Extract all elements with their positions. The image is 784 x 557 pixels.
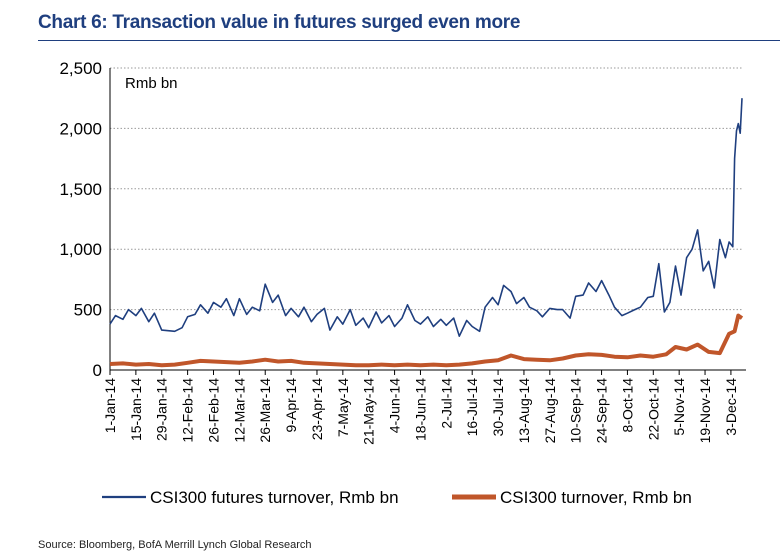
x-tick-label: 8-Oct-14 [619, 378, 635, 433]
source-note: Source: Bloomberg, BofA Merrill Lynch Gl… [38, 539, 312, 551]
x-tick-label: 30-Jul-14 [490, 378, 506, 437]
x-tick-label: 3-Dec-14 [723, 378, 739, 436]
x-axis: 1-Jan-14 15-Jan-14 29-Jan-14 12-Feb-14 26-Fe… [102, 68, 746, 445]
x-tick-label: 29-Jan-14 [154, 378, 170, 441]
x-tick-label: 16-Jul-14 [464, 378, 480, 437]
legend: CSI300 futures turnover, Rmb bn CSI300 tu… [102, 488, 692, 507]
series-lines [109, 98, 744, 368]
x-tick-label: 12-Mar-14 [231, 378, 247, 443]
chart-title: Chart 6: Transaction value in futures su… [38, 12, 521, 33]
title-underline [38, 40, 780, 41]
y-tick-label: 2,000 [59, 119, 102, 138]
y-tick-label: 500 [74, 301, 102, 320]
x-tick-label: 12-Feb-14 [180, 378, 196, 443]
x-tick-label: 19-Nov-14 [697, 378, 713, 444]
y-tick-label: 2,500 [59, 59, 102, 78]
y-tick-label: 0 [93, 361, 102, 380]
x-tick-label: 27-Aug-14 [542, 378, 558, 444]
x-tick-label: 23-Apr-14 [309, 378, 325, 440]
x-tick-label: 24-Sep-14 [594, 378, 610, 444]
legend-label: CSI300 turnover, Rmb bn [500, 488, 692, 507]
cash-turnover-line [109, 313, 744, 368]
futures-turnover-line [109, 98, 743, 337]
y-tick-label: 1,000 [59, 240, 102, 259]
y-axis-ticks: 0 500 1,000 1,500 2,000 2,500 [59, 59, 102, 380]
unit-label: Rmb bn [125, 75, 178, 92]
legend-label: CSI300 futures turnover, Rmb bn [150, 488, 399, 507]
x-tick-label: 15-Jan-14 [128, 378, 144, 441]
x-tick-label: 10-Sep-14 [568, 378, 584, 444]
x-tick-label: 7-May-14 [335, 378, 351, 437]
x-tick-label: 26-Mar-14 [257, 378, 273, 443]
x-tick-label: 22-Oct-14 [645, 378, 661, 440]
x-tick-label: 5-Nov-14 [671, 378, 687, 436]
x-tick-label: 9-Apr-14 [283, 378, 299, 433]
x-tick-label: 13-Aug-14 [516, 378, 532, 444]
x-tick-label: 18-Jun-14 [412, 378, 428, 441]
gridlines [110, 67, 742, 311]
x-tick-label: 4-Jun-14 [387, 378, 403, 433]
x-tick-label: 21-May-14 [361, 378, 377, 445]
x-tick-label: 1-Jan-14 [102, 378, 118, 433]
x-tick-label: 2-Jul-14 [438, 378, 454, 429]
x-tick-label: 26-Feb-14 [205, 378, 221, 443]
y-tick-label: 1,500 [59, 180, 102, 199]
